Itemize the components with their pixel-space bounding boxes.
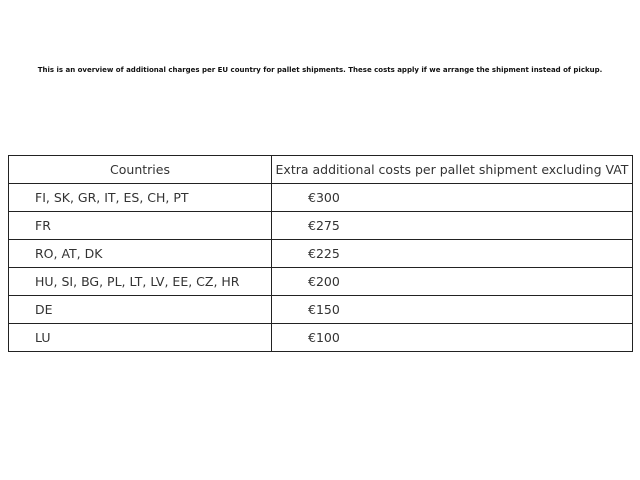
pallet-charges-table: Countries Extra additional costs per pal… (8, 155, 633, 352)
countries-cell: DE (8, 295, 272, 324)
table-row: FI, SK, GR, IT, ES, CH, PT €300 (8, 183, 633, 212)
cost-cell: €300 (271, 183, 633, 212)
header-extra-costs: Extra additional costs per pallet shipme… (271, 155, 633, 184)
countries-cell: HU, SI, BG, PL, LT, LV, EE, CZ, HR (8, 267, 272, 296)
table-header-row: Countries Extra additional costs per pal… (8, 155, 633, 184)
countries-cell: RO, AT, DK (8, 239, 272, 268)
countries-cell: LU (8, 323, 272, 352)
countries-cell: FI, SK, GR, IT, ES, CH, PT (8, 183, 272, 212)
cost-cell: €275 (271, 211, 633, 240)
intro-text: This is an overview of additional charge… (37, 66, 603, 74)
cost-cell: €150 (271, 295, 633, 324)
cost-cell: €225 (271, 239, 633, 268)
cost-cell: €100 (271, 323, 633, 352)
table-row: HU, SI, BG, PL, LT, LV, EE, CZ, HR €200 (8, 267, 633, 296)
table-row: DE €150 (8, 295, 633, 324)
countries-cell: FR (8, 211, 272, 240)
table-row: LU €100 (8, 323, 633, 352)
header-countries: Countries (8, 155, 272, 184)
cost-cell: €200 (271, 267, 633, 296)
table-row: FR €275 (8, 211, 633, 240)
table-row: RO, AT, DK €225 (8, 239, 633, 268)
